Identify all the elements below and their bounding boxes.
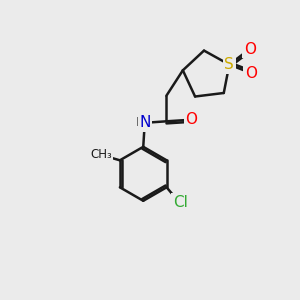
- Text: O: O: [245, 65, 257, 80]
- Text: S: S: [224, 57, 234, 72]
- Text: O: O: [185, 112, 197, 127]
- Text: CH₃: CH₃: [90, 148, 112, 161]
- Text: O: O: [244, 41, 256, 56]
- Text: H: H: [135, 116, 145, 129]
- Text: Cl: Cl: [173, 195, 188, 210]
- Text: N: N: [139, 115, 150, 130]
